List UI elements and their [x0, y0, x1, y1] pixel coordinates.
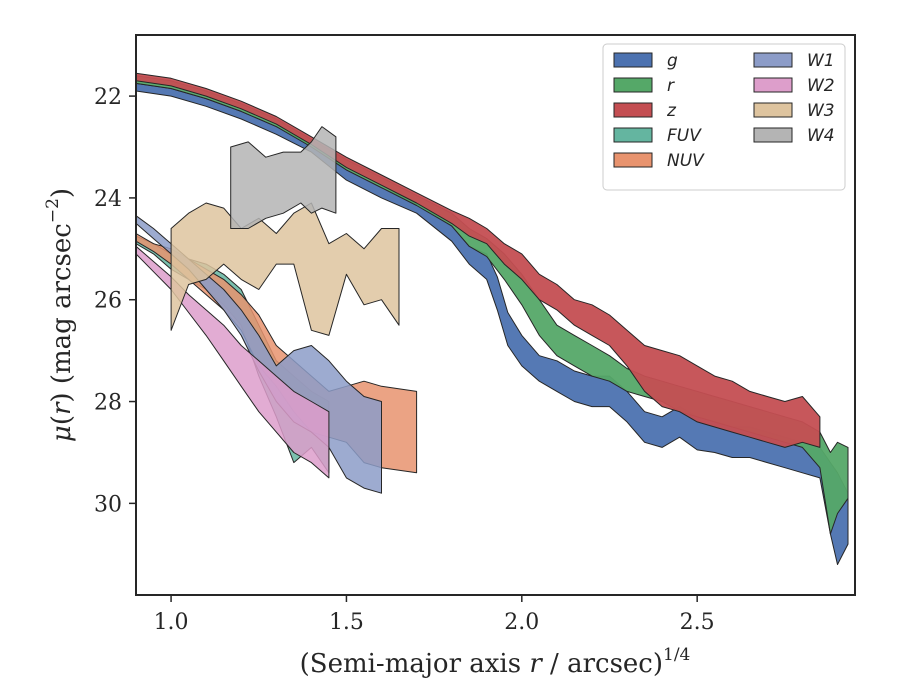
- plot-frame: [135, 34, 856, 596]
- legend-label-g: g: [667, 51, 678, 71]
- legend: grz FUV NUV W1 W2 W3 W4: [602, 43, 846, 191]
- legend-label-w4: W4: [807, 126, 835, 146]
- legend-swatch-w3: [753, 102, 793, 118]
- y-tick-label: 22: [94, 85, 122, 110]
- legend-swatch-g: [613, 52, 653, 68]
- y-tick-label: 30: [94, 492, 122, 517]
- legend-label-z: z: [666, 101, 677, 121]
- y-axis: 22 24 26 28 30: [94, 85, 136, 517]
- band-g: [136, 82, 849, 565]
- series-bands: [136, 72, 849, 565]
- legend-swatch-w1: [753, 52, 793, 68]
- legend-label-w2: W2: [807, 76, 835, 96]
- legend-swatch-r: [613, 77, 653, 93]
- legend-swatch-z: [613, 102, 653, 118]
- legend-label-fuv: FUV: [667, 126, 702, 146]
- legend-label-w3: W3: [807, 101, 835, 121]
- x-tick-label: 1.5: [329, 610, 364, 635]
- x-tick-label: 1.0: [154, 610, 189, 635]
- x-tick-label: 2.5: [680, 610, 715, 635]
- y-tick-label: 28: [94, 391, 122, 416]
- legend-swatch-nuv: [613, 152, 653, 168]
- band-w4: [230, 126, 337, 229]
- y-axis-label: μ(r) (mag arcsec−2): [43, 188, 77, 442]
- legend-swatch-w2: [753, 77, 793, 93]
- legend-swatch-w4: [753, 127, 793, 143]
- band-z: [136, 72, 821, 448]
- y-tick-label: 24: [94, 187, 122, 212]
- legend-label-nuv: NUV: [667, 151, 705, 171]
- legend-swatch-fuv: [613, 127, 653, 143]
- x-axis: 1.0 1.5 2.0 2.5: [154, 595, 715, 635]
- legend-label-r: r: [667, 76, 675, 96]
- legend-label-w1: W1: [807, 51, 835, 71]
- band-w2: [136, 245, 330, 479]
- y-tick-label: 26: [94, 289, 122, 314]
- x-tick-label: 2.0: [504, 610, 539, 635]
- x-axis-label: (Semi-major axis r / arcsec)1/4: [300, 645, 691, 679]
